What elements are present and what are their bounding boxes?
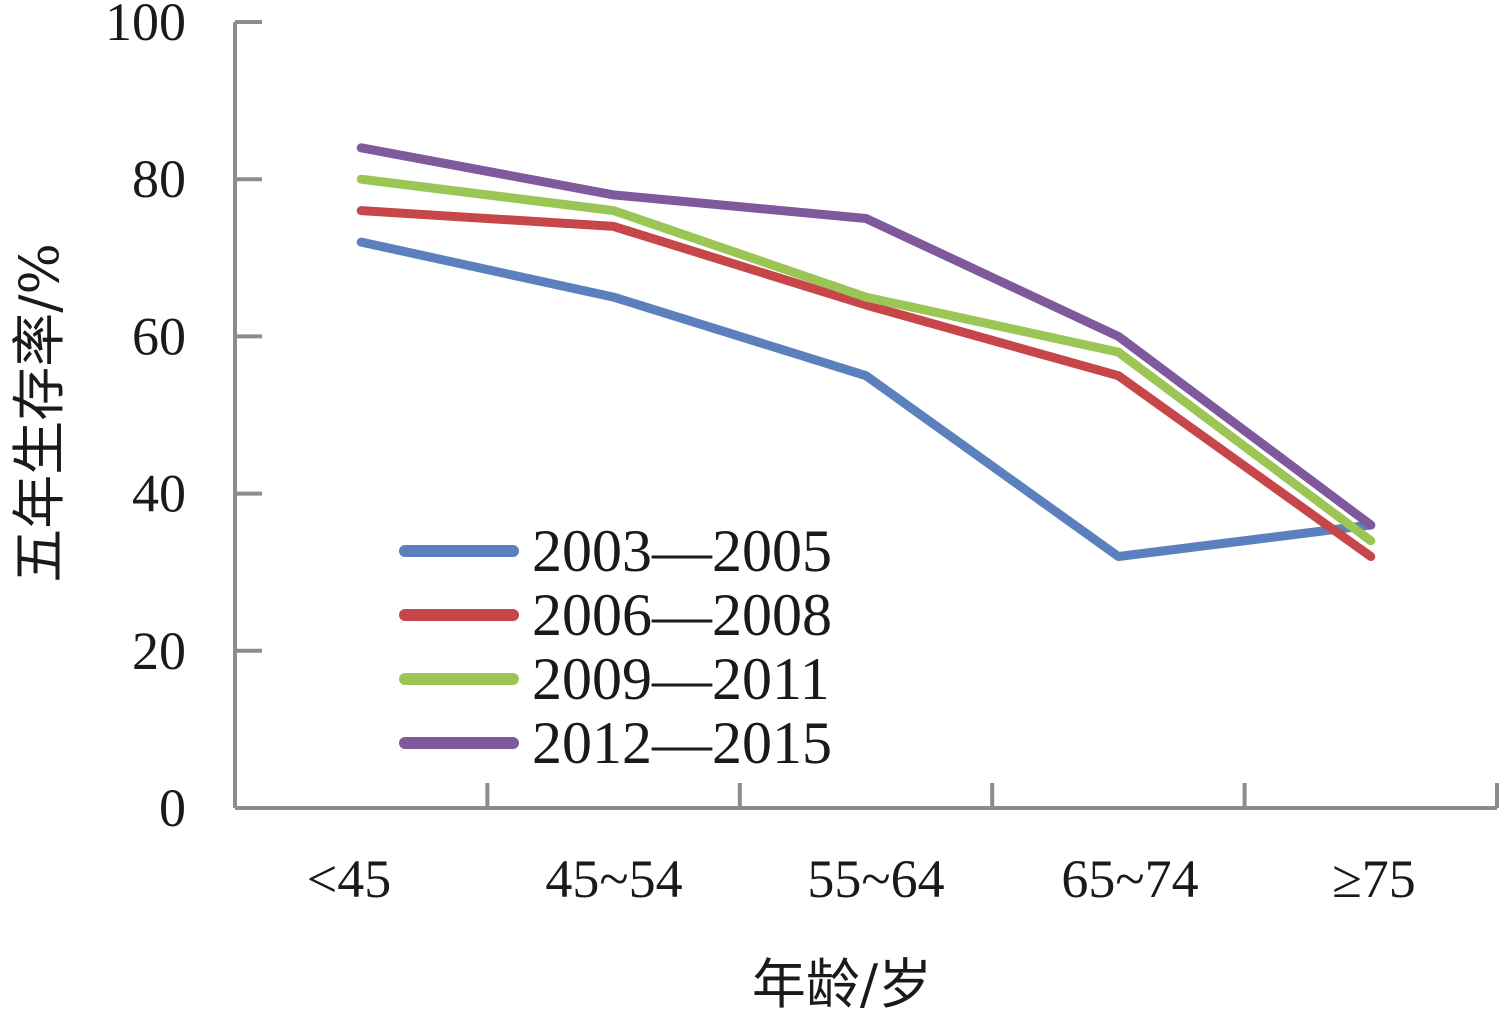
x-tick-label: ≥75 — [1332, 849, 1416, 909]
y-tick-label: 20 — [132, 621, 186, 681]
series-line-3 — [356, 174, 1376, 546]
series-line-1 — [356, 237, 1376, 561]
x-axis-title: 年龄/岁 — [752, 953, 932, 1012]
x-axis-ticks: <45 45~54 55~64 65~74 ≥75 — [307, 783, 1499, 909]
series-line-4 — [356, 143, 1376, 530]
y-tick-label: 60 — [132, 306, 186, 366]
x-tick-label: 65~74 — [1061, 849, 1198, 909]
series-line-2 — [356, 206, 1376, 561]
legend-label: 2009—2011 — [532, 646, 830, 712]
x-tick-label: 55~64 — [807, 849, 944, 909]
legend-label: 2003—2005 — [532, 518, 832, 584]
x-tick-label: 45~54 — [545, 849, 682, 909]
x-tick-label: <45 — [307, 849, 391, 909]
legend-label: 2012—2015 — [532, 710, 832, 776]
y-tick-label: 40 — [132, 464, 186, 524]
y-axis-title: 五年生存率/% — [8, 243, 71, 583]
series-lines — [356, 143, 1376, 561]
y-tick-label: 100 — [105, 0, 186, 52]
legend-label: 2006—2008 — [532, 582, 832, 648]
y-tick-label: 0 — [159, 778, 186, 838]
y-tick-label: 80 — [132, 149, 186, 209]
axes — [233, 22, 1497, 810]
y-axis-ticks: 0 20 40 60 80 100 — [105, 0, 262, 838]
